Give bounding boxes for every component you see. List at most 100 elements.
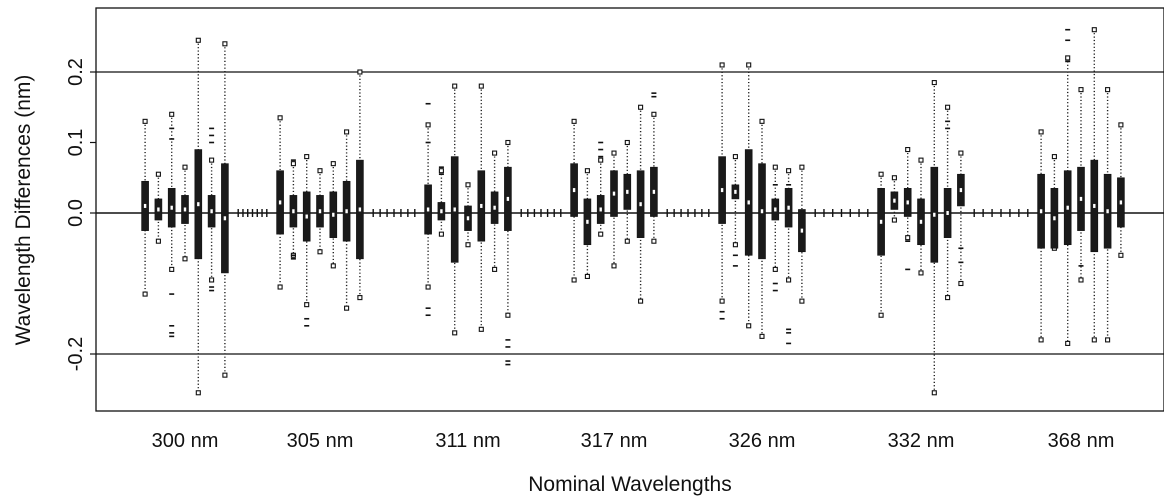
box-center	[305, 214, 308, 219]
whisker-cap	[1105, 87, 1111, 93]
box	[731, 154, 740, 267]
whisker-cap	[169, 266, 175, 272]
whisker-cap	[624, 139, 630, 146]
whisker-cap	[958, 280, 964, 287]
whisker-cap	[746, 323, 752, 329]
whisker-cap	[304, 302, 310, 308]
whisker-cap	[478, 326, 484, 332]
box-center	[453, 207, 456, 212]
whisker-cap	[891, 175, 897, 181]
box-center	[800, 228, 804, 233]
box	[718, 62, 726, 320]
box	[1117, 122, 1125, 258]
box	[771, 164, 780, 292]
box-center	[223, 216, 227, 221]
box	[583, 168, 592, 280]
box-center	[1119, 200, 1123, 205]
whisker-cap	[142, 291, 148, 297]
whisker-cap	[905, 147, 911, 153]
whisker-cap	[1118, 122, 1124, 128]
box-center	[466, 216, 470, 221]
box-center	[1093, 203, 1096, 208]
box-center	[1106, 209, 1109, 214]
box-center	[493, 205, 496, 210]
box-center	[1053, 216, 1056, 221]
box	[1090, 27, 1099, 343]
whisker-cap	[465, 242, 471, 248]
whisker-cap	[465, 182, 471, 188]
whisker-cap	[905, 235, 911, 241]
box-center	[1066, 205, 1069, 210]
whisker-cap	[1051, 154, 1057, 160]
box	[930, 80, 939, 396]
whisker-cap	[719, 298, 725, 304]
whisker-cap	[452, 83, 458, 89]
box-center	[879, 219, 883, 224]
whisker-cap	[958, 150, 964, 156]
whisker-cap	[492, 266, 498, 272]
y-tick-label: 0.2	[65, 58, 87, 86]
reference-lines	[96, 71, 1164, 355]
box	[302, 154, 311, 327]
box	[784, 168, 793, 345]
box	[1037, 129, 1045, 343]
whisker-cap	[277, 284, 283, 290]
box	[316, 168, 324, 255]
whisker-cap	[357, 69, 363, 75]
y-tick-label: -0.2	[65, 337, 87, 371]
box	[744, 62, 753, 329]
whisker-cap	[571, 277, 577, 283]
whisker-cap	[732, 154, 738, 160]
box-center	[919, 219, 923, 224]
whisker-cap	[155, 238, 161, 244]
whisker-cap	[598, 157, 604, 163]
whisker-cap	[918, 157, 924, 163]
whisker-cap	[155, 171, 161, 177]
y-axis-title: Wavelength Differences (nm)	[12, 75, 35, 346]
box-center	[612, 191, 616, 196]
box-center	[933, 212, 936, 217]
whisker-cap	[317, 168, 323, 174]
box	[450, 83, 459, 336]
whisker-cap	[344, 129, 350, 135]
x-tick-label: 300 nm	[152, 430, 219, 452]
whisker-cap	[182, 164, 188, 170]
x-tick-label: 332 nm	[888, 430, 955, 452]
box	[596, 141, 605, 237]
whisker-cap	[425, 122, 431, 128]
box	[356, 69, 364, 301]
whisker-cap	[452, 330, 458, 336]
whisker-cap	[222, 41, 228, 47]
box	[623, 139, 632, 244]
box-center	[572, 188, 576, 193]
box	[194, 37, 203, 396]
whisker-cap	[638, 104, 644, 110]
whisker-cap	[169, 111, 175, 117]
box	[329, 161, 338, 269]
whisker-cap	[209, 277, 215, 283]
x-axis: 300 nm 305 nm 311 nm 317 nm 326 nm 332 nm 368 …	[152, 430, 1115, 452]
box-group	[570, 92, 658, 304]
box-center	[345, 209, 348, 214]
whisker-cap	[891, 217, 897, 223]
whisker-cap	[584, 273, 590, 280]
whisker-cap	[222, 372, 228, 378]
box	[957, 150, 965, 287]
box-center	[358, 207, 362, 212]
y-axis: -0.2 0.0 0.1 0.2	[65, 58, 96, 371]
whisker-cap	[330, 161, 336, 167]
box-group	[424, 83, 512, 366]
whisker-cap	[638, 298, 644, 304]
box-center	[506, 196, 510, 201]
box-center	[292, 209, 295, 214]
y-tick-label: 0.1	[65, 129, 87, 157]
box	[1063, 28, 1072, 346]
whisker-cap	[142, 118, 148, 124]
box	[903, 147, 912, 271]
x-tick-label: 317 nm	[581, 430, 648, 452]
whisker-cap	[1091, 27, 1097, 33]
box-center	[480, 203, 483, 208]
whisker-cap	[195, 37, 201, 43]
whisker-cap	[945, 104, 951, 110]
box	[1077, 87, 1085, 283]
